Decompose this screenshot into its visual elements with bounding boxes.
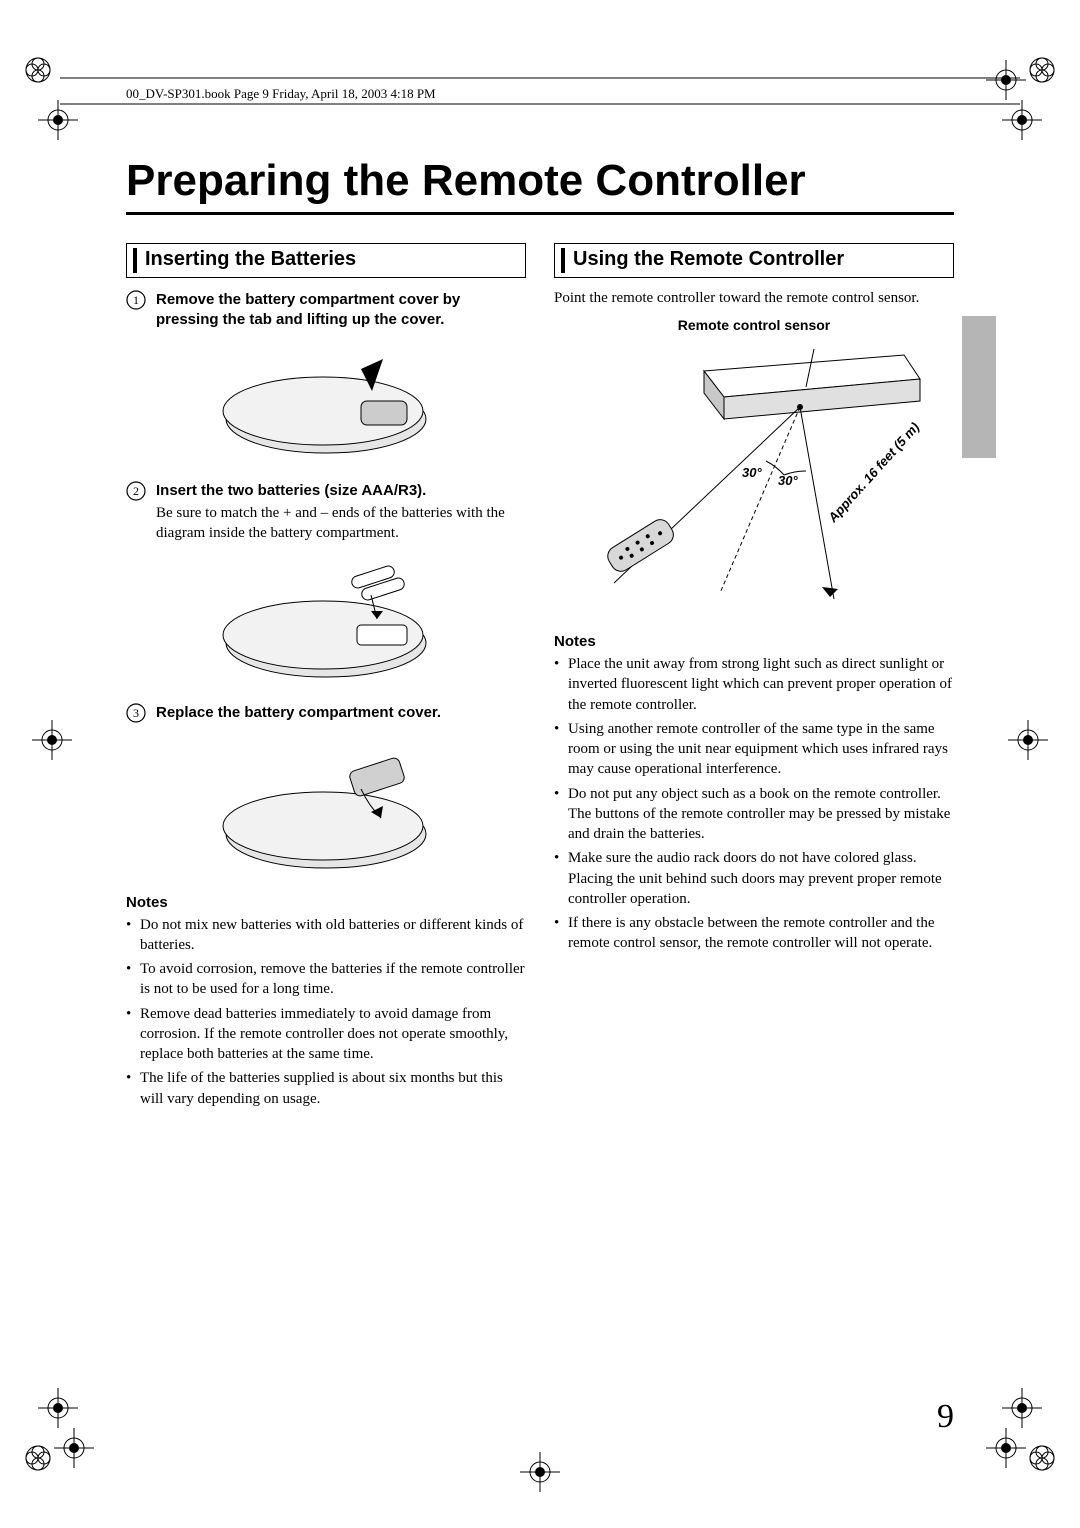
section-heading-box: Inserting the Batteries	[126, 243, 526, 278]
note-item: Using another remote controller of the s…	[554, 719, 954, 780]
registration-mark-icon	[1002, 1388, 1042, 1428]
note-item: To avoid corrosion, remove the batteries…	[126, 959, 526, 1000]
notes-heading: Notes	[554, 633, 954, 650]
notes-list: Do not mix new batteries with old batter…	[126, 915, 526, 1109]
crop-ornament-icon	[1028, 1444, 1056, 1472]
step: 2 Insert the two batteries (size AAA/R3)…	[126, 481, 526, 544]
step-title: Remove the battery compartment cover by …	[156, 290, 526, 331]
crop-ornament-icon	[1028, 56, 1056, 84]
svg-text:30°: 30°	[742, 465, 762, 480]
registration-mark-icon	[1008, 720, 1048, 760]
svg-text:Approx. 16 feet (5 m): Approx. 16 feet (5 m)	[824, 419, 922, 525]
registration-mark-icon	[38, 1388, 78, 1428]
page-title: Preparing the Remote Controller	[126, 156, 954, 206]
step-body: Insert the two batteries (size AAA/R3). …	[156, 481, 526, 544]
page-header: 00_DV-SP301.book Page 9 Friday, April 18…	[126, 86, 436, 102]
figure-remote-range: 30° 30° Approx. 16 feet (5 m)	[574, 343, 934, 613]
crop-ornament-icon	[24, 1444, 52, 1472]
note-item: The life of the batteries supplied is ab…	[126, 1068, 526, 1109]
side-tab	[962, 316, 996, 458]
registration-mark-icon	[54, 1428, 94, 1468]
figure-insert-batteries	[211, 553, 441, 683]
columns: Inserting the Batteries 1 Remove the bat…	[126, 243, 954, 1113]
left-column: Inserting the Batteries 1 Remove the bat…	[126, 243, 526, 1113]
section-heading: Inserting the Batteries	[145, 248, 515, 271]
svg-text:30°: 30°	[778, 473, 798, 488]
registration-mark-icon	[32, 720, 72, 760]
registration-mark-icon	[520, 1452, 560, 1492]
note-item: Do not put any object such as a book on …	[554, 784, 954, 845]
note-item: Make sure the audio rack doors do not ha…	[554, 848, 954, 909]
intro-text: Point the remote controller toward the r…	[554, 290, 954, 307]
step-desc: Be sure to match the + and – ends of the…	[156, 503, 526, 544]
step-body: Replace the battery compartment cover.	[156, 703, 526, 723]
registration-mark-icon	[986, 60, 1026, 100]
note-item: Remove dead batteries immediately to avo…	[126, 1004, 526, 1065]
registration-mark-icon	[1002, 100, 1042, 140]
svg-text:1: 1	[133, 293, 139, 307]
step: 1 Remove the battery compartment cover b…	[126, 290, 526, 331]
note-item: Do not mix new batteries with old batter…	[126, 915, 526, 956]
page-number: 9	[937, 1398, 954, 1436]
registration-mark-icon	[38, 100, 78, 140]
registration-mark-icon	[986, 1428, 1026, 1468]
note-item: If there is any obstacle between the rem…	[554, 913, 954, 954]
page-content: Preparing the Remote Controller Insertin…	[126, 156, 954, 1113]
sensor-label: Remote control sensor	[554, 317, 954, 333]
notes-heading: Notes	[126, 894, 526, 911]
note-item: Place the unit away from strong light su…	[554, 654, 954, 715]
right-column: Using the Remote Controller Point the re…	[554, 243, 954, 1113]
step-title: Insert the two batteries (size AAA/R3).	[156, 481, 526, 501]
section-heading-box: Using the Remote Controller	[554, 243, 954, 278]
section-heading: Using the Remote Controller	[573, 248, 943, 271]
svg-text:2: 2	[133, 484, 139, 498]
figure-replace-cover	[211, 734, 441, 874]
step-body: Remove the battery compartment cover by …	[156, 290, 526, 331]
step-number-icon: 2	[126, 481, 148, 544]
crop-ornament-icon	[24, 56, 52, 84]
step-title: Replace the battery compartment cover.	[156, 703, 526, 723]
svg-text:3: 3	[133, 706, 139, 720]
notes-list: Place the unit away from strong light su…	[554, 654, 954, 954]
step-number-icon: 3	[126, 703, 148, 723]
step: 3 Replace the battery compartment cover.	[126, 703, 526, 723]
title-rule	[126, 212, 954, 215]
figure-remove-cover	[211, 341, 441, 461]
step-number-icon: 1	[126, 290, 148, 331]
